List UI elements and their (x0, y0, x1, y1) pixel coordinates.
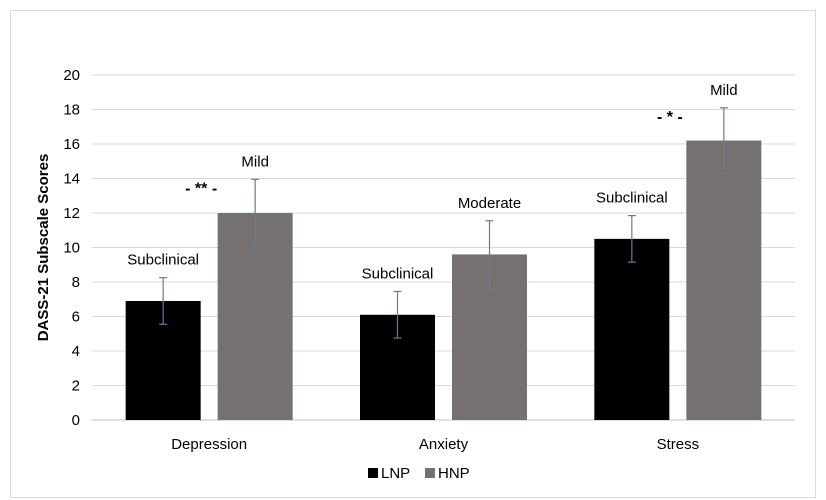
y-tick-label: 16 (63, 136, 80, 153)
y-tick-label: 2 (72, 378, 80, 395)
gridlines (92, 74, 795, 386)
bar-annotation: Mild (241, 153, 269, 170)
significance-marker: - ** - (185, 180, 217, 197)
bar-annotation: Subclinical (362, 265, 434, 282)
category-label: Anxiety (419, 436, 469, 453)
x-axis: Depression Anxiety Stress (171, 436, 699, 453)
y-tick-label: 0 (72, 412, 80, 429)
bar-annotation: Mild (710, 82, 738, 99)
y-tick-label: 12 (63, 205, 80, 222)
bar-hnp-depression (217, 213, 293, 420)
y-tick-label: 4 (72, 343, 80, 360)
y-tick-label: 14 (63, 171, 80, 188)
legend-label-lnp: LNP (381, 465, 410, 482)
legend-label-hnp: HNP (438, 465, 470, 482)
category-label: Stress (657, 436, 700, 453)
bar-lnp-stress (594, 238, 670, 420)
y-tick-label: 6 (72, 309, 80, 326)
legend: LNP HNP (368, 465, 470, 482)
legend-swatch-hnp (425, 468, 435, 478)
significance-marker: - * - (657, 109, 683, 126)
bar-annotation: Subclinical (596, 190, 668, 207)
y-tick-label: 20 (63, 67, 80, 84)
bar-annotation: Moderate (458, 195, 521, 212)
y-tick-label: 8 (72, 274, 80, 291)
legend-swatch-lnp (368, 468, 378, 478)
bar-hnp-stress (686, 140, 762, 421)
y-tick-label: 18 (63, 102, 80, 119)
y-tick-label: 10 (63, 240, 80, 257)
y-axis: 0 2 4 6 8 10 12 14 16 18 20 (63, 67, 795, 429)
y-axis-title: DASS-21 Subscale Scores (35, 154, 52, 342)
bars: Subclinical Mild Subclinical Moderate Subcli… (125, 82, 762, 421)
bar-annotation: Subclinical (127, 252, 199, 269)
category-label: Depression (171, 436, 247, 453)
